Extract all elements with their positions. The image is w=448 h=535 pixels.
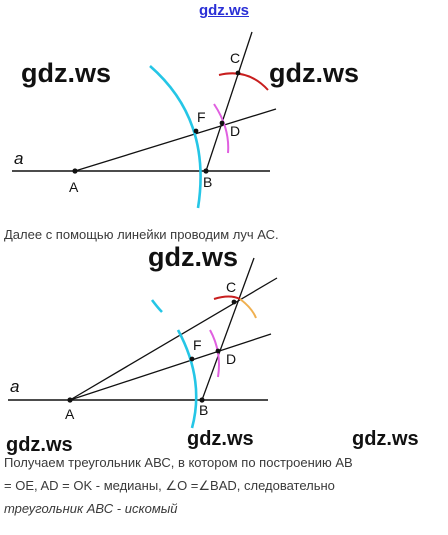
header-watermark[interactable]: gdz.ws <box>198 2 249 19</box>
ray-bc <box>201 257 255 401</box>
label-point-c: C <box>226 279 236 295</box>
text-conclusion-line-1: Получаем треугольник АВС, в котором по п… <box>4 455 353 470</box>
compass-arc-cyan <box>149 65 202 209</box>
label-point-b: B <box>199 402 208 418</box>
point-b <box>203 168 209 174</box>
compass-arc-red <box>213 295 241 300</box>
compass-arc-magenta <box>213 103 230 154</box>
paragraph-conclusion: Получаем треугольник АВС, в котором по п… <box>4 451 444 520</box>
label-point-d: D <box>226 351 236 367</box>
ray-ac <box>69 277 278 401</box>
watermark-bottom-left: gdz.ws <box>6 434 73 456</box>
watermark-middle: gdz.ws <box>148 242 239 272</box>
label-point-a: A <box>65 406 75 422</box>
watermark-bottom-right: gdz.ws <box>352 428 419 450</box>
point-c <box>231 299 237 305</box>
label-a-line: a <box>10 377 19 396</box>
construction-figure-1: a A B C D F <box>12 31 277 209</box>
point-b <box>199 397 205 403</box>
point-a <box>72 168 78 174</box>
ray-bc <box>205 31 253 172</box>
text-step: Далее с помощью линейки проводим луч АС. <box>4 227 279 242</box>
compass-arc-orange <box>239 298 257 319</box>
point-f <box>193 128 199 134</box>
label-a-line: a <box>14 149 23 168</box>
label-point-f: F <box>197 109 206 125</box>
ray-ad <box>74 108 277 172</box>
text-conclusion-line-3: треугольник АВС - искомый <box>4 501 178 516</box>
text-conclusion-line-2: = OE, AD = OK - медианы, ∠O =∠BAD, следо… <box>4 478 335 493</box>
compass-arc-red <box>218 72 269 91</box>
point-c <box>235 70 241 76</box>
construction-figure-2: a A B C D F <box>8 257 278 429</box>
label-point-c: C <box>230 50 240 66</box>
label-point-b: B <box>203 174 212 190</box>
label-point-d: D <box>230 123 240 139</box>
compass-arc-cyan-top <box>150 299 163 313</box>
watermark-top-left: gdz.ws <box>21 58 112 88</box>
point-a <box>67 397 73 403</box>
watermark-top-right: gdz.ws <box>269 58 360 88</box>
point-f <box>189 356 195 362</box>
point-d <box>219 120 225 126</box>
label-point-f: F <box>193 337 202 353</box>
ray-ad <box>69 333 272 401</box>
watermark-bottom-middle: gdz.ws <box>187 428 254 450</box>
compass-arc-cyan <box>176 329 198 429</box>
paragraph-step: Далее с помощью линейки проводим луч АС. <box>4 223 444 246</box>
point-d <box>215 348 221 354</box>
label-point-a: A <box>69 179 79 195</box>
